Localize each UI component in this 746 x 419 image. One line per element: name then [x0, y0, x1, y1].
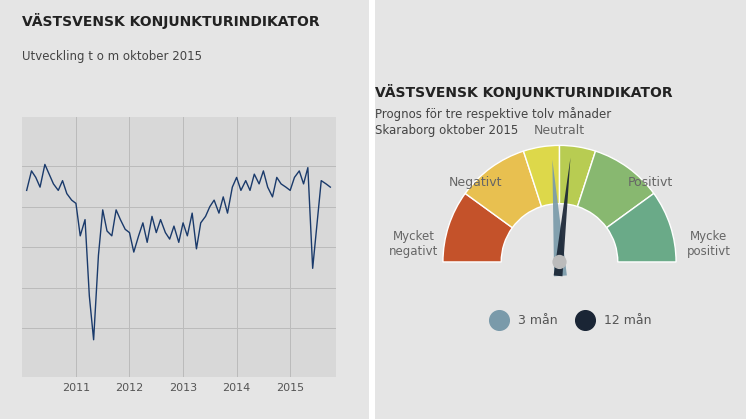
Text: Mycke
positivt: Mycke positivt: [687, 230, 730, 259]
Text: VÄSTSVENSK KONJUNKTURINDIKATOR: VÄSTSVENSK KONJUNKTURINDIKATOR: [375, 84, 673, 100]
Text: 12 mån: 12 mån: [604, 314, 651, 327]
Text: Positivt: Positivt: [628, 176, 673, 189]
Text: Skaraborg oktober 2015: Skaraborg oktober 2015: [375, 124, 518, 137]
Point: [493, 317, 505, 323]
Wedge shape: [443, 194, 513, 262]
Circle shape: [553, 256, 566, 268]
Text: Negativt: Negativt: [449, 176, 502, 189]
Text: Utveckling t o m oktober 2015: Utveckling t o m oktober 2015: [22, 50, 202, 63]
Wedge shape: [560, 145, 595, 207]
Wedge shape: [577, 151, 653, 228]
Wedge shape: [466, 151, 542, 228]
Point: [579, 317, 591, 323]
Text: Neutralt: Neutralt: [534, 124, 585, 137]
Wedge shape: [524, 145, 560, 207]
Polygon shape: [552, 160, 567, 277]
Polygon shape: [554, 158, 571, 276]
Text: 3 mån: 3 mån: [518, 314, 557, 327]
Wedge shape: [606, 194, 676, 262]
Text: Mycket
negativt: Mycket negativt: [389, 230, 439, 259]
Text: Prognos för tre respektive tolv månader: Prognos för tre respektive tolv månader: [375, 107, 612, 121]
Text: VÄSTSVENSK KONJUNKTURINDIKATOR: VÄSTSVENSK KONJUNKTURINDIKATOR: [22, 13, 320, 28]
